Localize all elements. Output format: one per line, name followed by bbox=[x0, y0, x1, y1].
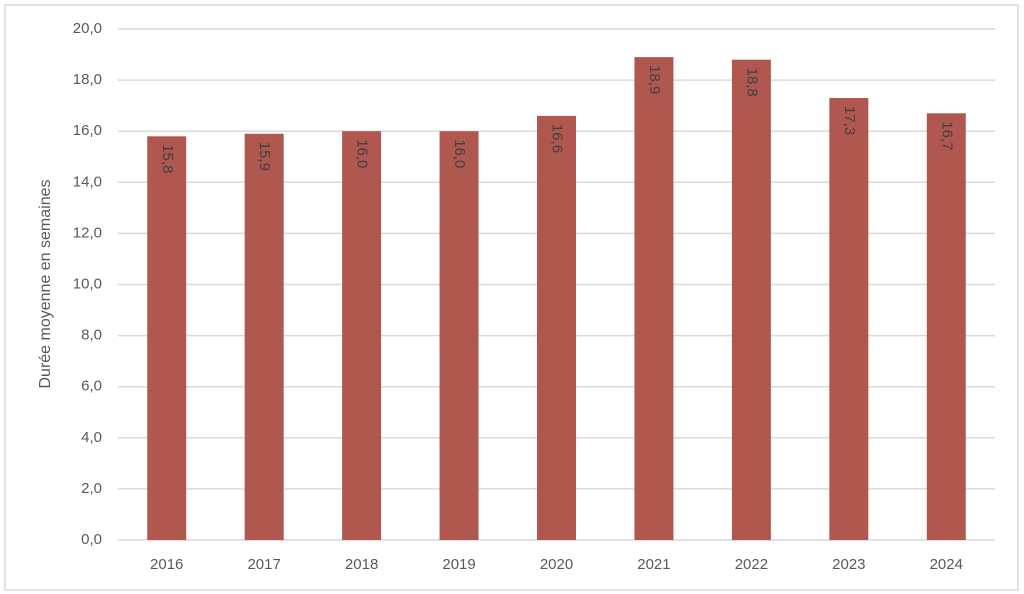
bar bbox=[926, 113, 966, 540]
bar bbox=[244, 133, 284, 540]
x-tick-label: 2024 bbox=[930, 556, 963, 573]
bar bbox=[829, 97, 869, 541]
bar bbox=[634, 57, 674, 540]
data-label: 18,9 bbox=[646, 65, 663, 94]
bar bbox=[731, 59, 771, 540]
x-tick-label: 2022 bbox=[735, 556, 768, 573]
data-label: 15,9 bbox=[256, 142, 273, 171]
y-tick-label: 20,0 bbox=[73, 20, 102, 37]
data-label: 16,0 bbox=[354, 139, 371, 168]
y-tick-label: 6,0 bbox=[81, 378, 102, 395]
y-axis-title: Durée moyenne en semaines bbox=[37, 179, 54, 388]
x-tick-label: 2019 bbox=[442, 556, 475, 573]
bar bbox=[439, 131, 479, 540]
y-tick-label: 2,0 bbox=[81, 480, 102, 497]
data-label: 17,3 bbox=[841, 106, 858, 135]
y-tick-label: 0,0 bbox=[81, 531, 102, 548]
data-label: 16,7 bbox=[938, 121, 955, 150]
bar bbox=[537, 115, 576, 541]
bar bbox=[342, 131, 382, 540]
data-label: 15,8 bbox=[159, 144, 176, 173]
y-tick-label: 4,0 bbox=[81, 429, 102, 446]
x-tick-label: 2016 bbox=[150, 556, 183, 573]
y-tick-label: 12,0 bbox=[73, 224, 102, 241]
y-tick-label: 8,0 bbox=[81, 327, 102, 344]
bar bbox=[147, 136, 187, 540]
x-tick-label: 2023 bbox=[832, 556, 865, 573]
x-tick-label: 2021 bbox=[637, 556, 670, 573]
x-tick-label: 2020 bbox=[540, 556, 573, 573]
y-tick-label: 10,0 bbox=[73, 275, 102, 292]
data-label: 16,0 bbox=[451, 139, 468, 168]
x-tick-label: 2018 bbox=[345, 556, 378, 573]
data-label: 16,6 bbox=[549, 124, 566, 153]
y-tick-label: 16,0 bbox=[73, 122, 102, 139]
y-tick-label: 18,0 bbox=[73, 71, 102, 88]
data-label: 18,8 bbox=[743, 68, 760, 97]
y-tick-label: 14,0 bbox=[73, 173, 102, 190]
x-tick-label: 2017 bbox=[247, 556, 280, 573]
